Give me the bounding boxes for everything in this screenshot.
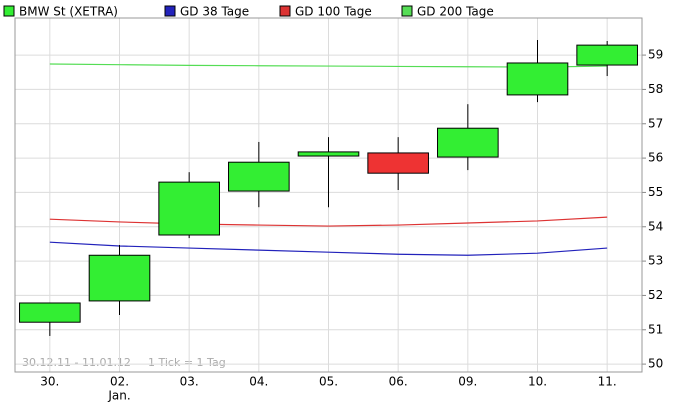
x-tick-label: 30.: [40, 375, 59, 389]
legend-label: BMW St (XETRA): [19, 5, 118, 19]
x-tick-label: 04.: [249, 375, 268, 389]
y-tick-label: 55: [648, 185, 663, 199]
y-tick-label: 54: [648, 219, 663, 233]
legend-swatch: [164, 5, 176, 17]
legend-swatch: [401, 5, 413, 17]
candle-body: [297, 151, 360, 157]
candle-body: [228, 161, 290, 192]
y-tick-label: 51: [648, 322, 663, 336]
y-tick-label: 57: [648, 116, 663, 130]
x-month-label: Jan.: [107, 389, 130, 403]
legend-label: GD 200 Tage: [417, 5, 494, 19]
date-range: 30.12.11 - 11.01.12: [22, 356, 131, 369]
plot-frame: [14, 17, 643, 373]
tick-note: 1 Tick = 1 Tag: [148, 356, 226, 369]
legend-swatch: [279, 5, 291, 17]
y-tick-label: 59: [648, 48, 663, 62]
y-tick-label: 50: [648, 357, 663, 371]
y-tick-label: 56: [648, 151, 663, 165]
y-tick-label: 58: [648, 82, 663, 96]
x-tick-label: 03.: [180, 375, 199, 389]
candle-body: [506, 62, 569, 96]
moving-average-line: [49, 216, 608, 227]
candle-body: [437, 127, 499, 158]
x-tick-label: 02.: [110, 375, 129, 389]
y-tick-label: 52: [648, 288, 663, 302]
moving-average-line: [49, 241, 608, 256]
x-tick-label: 11.: [598, 375, 617, 389]
candle-body: [88, 254, 151, 302]
x-tick-label: 10.: [528, 375, 547, 389]
y-tick-label: 53: [648, 254, 663, 268]
legend-swatch: [3, 5, 15, 17]
legend-label: GD 100 Tage: [295, 5, 372, 19]
legend-label: GD 38 Tage: [180, 5, 249, 19]
candle-body: [19, 302, 81, 323]
x-tick-label: 09.: [458, 375, 477, 389]
candle-body: [576, 44, 638, 66]
x-tick-label: 06.: [389, 375, 408, 389]
candle-body: [158, 181, 220, 236]
candle-body: [367, 152, 429, 174]
x-tick-label: 05.: [319, 375, 338, 389]
